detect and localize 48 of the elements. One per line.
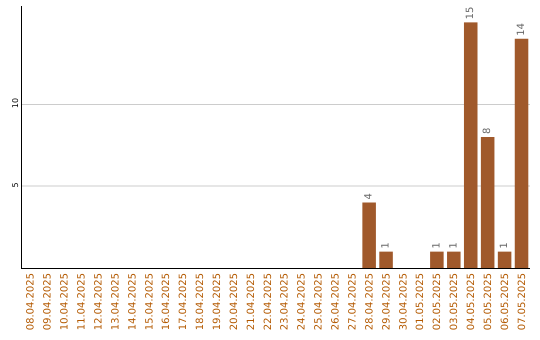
x-tick-label: 06.05.2025 <box>500 273 511 330</box>
bar <box>362 202 376 268</box>
x-tick-label: 05.05.2025 <box>482 273 494 330</box>
x-tick-label: 17.04.2025 <box>178 273 190 330</box>
data-label: 8 <box>482 128 494 134</box>
x-tick-label: 24.04.2025 <box>296 273 308 330</box>
x-tick-label: 23.04.2025 <box>280 273 291 330</box>
x-tick-label: 22.04.2025 <box>262 273 274 330</box>
bar <box>480 137 494 268</box>
x-tick-label: 28.04.2025 <box>364 273 376 330</box>
x-tick-label: 08.04.2025 <box>26 273 37 330</box>
bar <box>514 38 528 268</box>
bar <box>430 252 444 268</box>
x-tick-label: 04.05.2025 <box>466 273 477 330</box>
x-tick-label: 15.04.2025 <box>144 273 156 330</box>
x-tick-label: 09.04.2025 <box>42 273 54 330</box>
data-label: 1 <box>431 242 442 249</box>
data-label: 1 <box>380 242 392 249</box>
x-tick-label: 26.04.2025 <box>330 273 342 330</box>
data-label: 15 <box>465 6 476 20</box>
data-label: 1 <box>499 242 510 249</box>
data-label: 14 <box>516 23 528 36</box>
y-tick-label: 5 <box>10 182 20 188</box>
x-tick-label: 03.05.2025 <box>449 273 460 330</box>
x-tick-label: 30.04.2025 <box>398 273 410 330</box>
x-tick-label: 12.04.2025 <box>93 273 104 330</box>
x-tick-label: 13.04.2025 <box>110 273 122 330</box>
x-tick-label: 14.04.2025 <box>127 273 138 330</box>
x-tick-label: 07.05.2025 <box>516 273 528 330</box>
y-tick-label: 10 <box>10 98 20 108</box>
bar <box>379 252 393 268</box>
x-tick-label: 25.04.2025 <box>314 273 325 330</box>
x-tick-label: 29.04.2025 <box>381 273 392 330</box>
bar <box>498 252 512 268</box>
x-tick-label: 19.04.2025 <box>212 273 223 330</box>
data-label: 4 <box>364 193 375 200</box>
x-tick-label: 01.05.2025 <box>415 273 426 330</box>
x-tick-label: 20.04.2025 <box>228 273 240 330</box>
x-tick-label: 27.04.2025 <box>347 273 358 330</box>
x-tick-label: 02.05.2025 <box>432 273 444 330</box>
x-tick-label: 18.04.2025 <box>195 273 206 330</box>
bar <box>464 22 478 268</box>
x-tick-label: 16.04.2025 <box>161 273 172 330</box>
x-tick-label: 11.04.2025 <box>76 273 88 330</box>
data-label: 1 <box>448 242 460 249</box>
bar <box>447 252 461 268</box>
x-tick-label: 21.04.2025 <box>246 273 257 330</box>
x-tick-label: 10.04.2025 <box>60 273 71 330</box>
